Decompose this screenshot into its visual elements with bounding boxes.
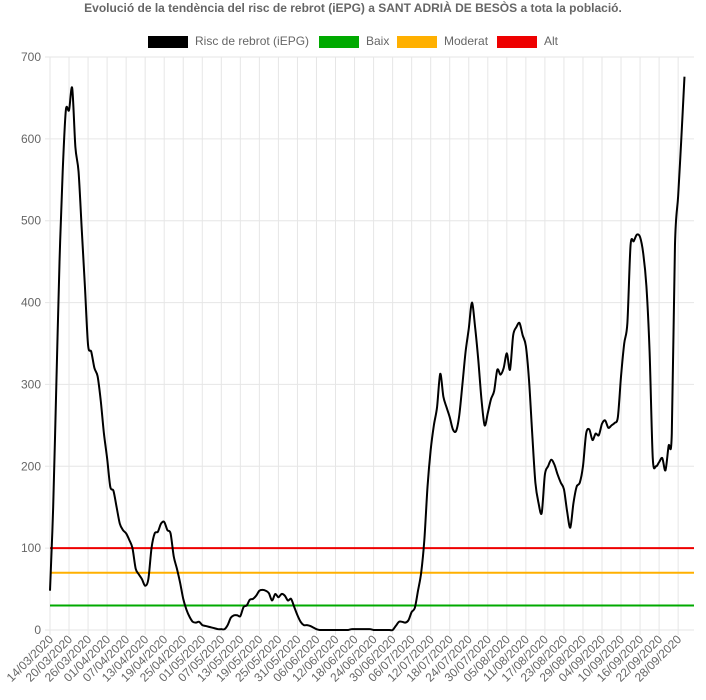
- y-tick-label: 0: [34, 623, 41, 637]
- chart-legend: Risc de rebrot (iEPG) Baix Moderat Alt: [0, 33, 706, 49]
- legend-label-risc: Risc de rebrot (iEPG): [195, 34, 310, 48]
- legend-swatch-baix: [319, 36, 359, 48]
- grid: [45, 56, 694, 635]
- threshold-lines: [50, 547, 694, 607]
- legend-swatch-moderat: [397, 36, 437, 48]
- y-tick-label: 700: [21, 50, 41, 64]
- y-tick-label: 100: [21, 541, 41, 555]
- series-line-risc-de-rebrot: [49, 76, 686, 632]
- y-tick-label: 300: [21, 377, 41, 391]
- legend-swatch-alt: [497, 36, 537, 48]
- y-axis: 0 100 200 300 400 500 600 700: [21, 50, 41, 637]
- y-tick-label: 500: [21, 214, 41, 228]
- y-tick-label: 400: [21, 296, 41, 310]
- legend-label-moderat: Moderat: [444, 34, 489, 48]
- x-axis: 14/03/202020/03/202026/03/202001/04/2020…: [4, 632, 685, 685]
- legend-label-baix: Baix: [366, 34, 390, 48]
- series-lines: [49, 76, 686, 632]
- legend-swatch-risc: [148, 36, 188, 48]
- y-tick-label: 600: [21, 132, 41, 146]
- y-tick-label: 200: [21, 459, 41, 473]
- chart-title: Evolució de la tendència del risc de reb…: [84, 1, 622, 15]
- legend-label-alt: Alt: [544, 34, 559, 48]
